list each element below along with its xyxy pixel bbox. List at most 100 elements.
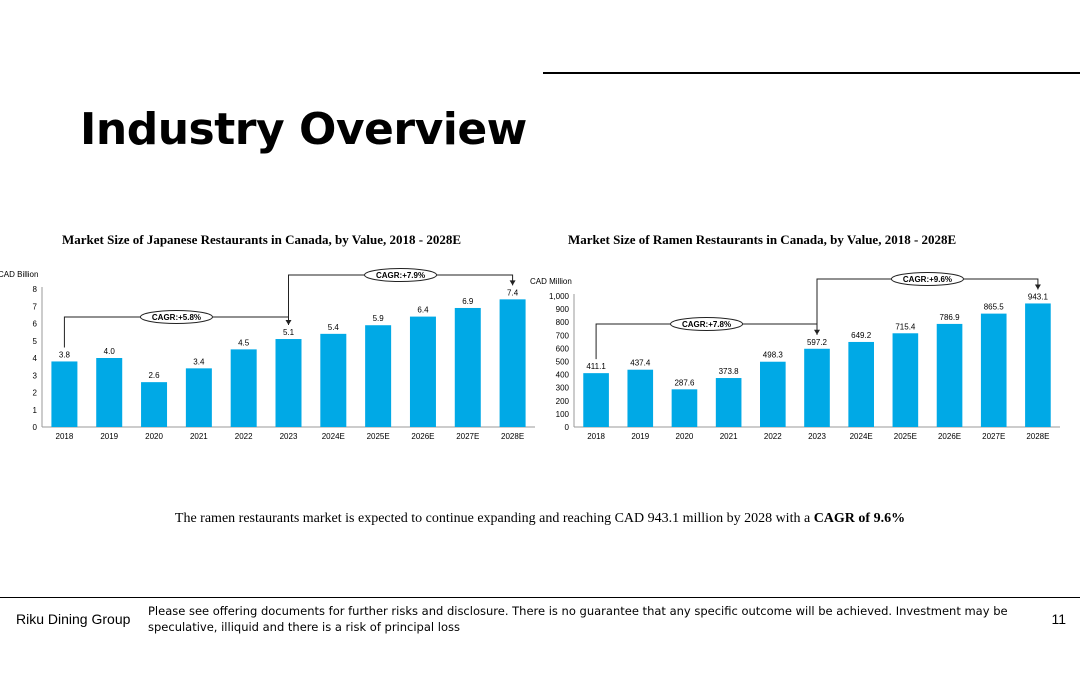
bar-value-label: 7.4: [507, 288, 519, 297]
cagr-badge: [139, 310, 213, 324]
x-tick-label: 2025E: [894, 432, 917, 441]
y-tick-label: 600: [556, 344, 570, 353]
x-tick-label: 2021: [190, 432, 208, 441]
bar: [804, 348, 830, 427]
bar-value-label: 287.6: [674, 378, 695, 387]
bar-value-label: 2.6: [148, 371, 160, 380]
x-tick-label: 2024E: [850, 432, 873, 441]
y-axis-label: CAD Billion: [0, 270, 38, 279]
bar: [320, 333, 347, 427]
x-tick-label: 2023: [280, 432, 298, 441]
cagr-badge: [670, 317, 744, 331]
bar: [230, 349, 257, 427]
y-tick-label: 900: [556, 305, 570, 314]
bar: [980, 313, 1007, 427]
bar: [583, 373, 609, 427]
bar-value-label: 649.2: [851, 331, 872, 340]
x-tick-label: 2027E: [456, 432, 479, 441]
bar-value-label: 411.1: [586, 362, 606, 371]
bar-value-label: 865.5: [984, 303, 1005, 312]
bar-value-label: 943.1: [1028, 292, 1049, 301]
summary-note: The ramen restaurants market is expected…: [0, 511, 1080, 527]
bar-value-label: 498.3: [763, 351, 784, 360]
bar: [627, 369, 654, 427]
bar: [671, 389, 698, 427]
chart-title-japanese: Market Size of Japanese Restaurants in C…: [62, 232, 462, 247]
x-tick-label: 2019: [100, 432, 118, 441]
top-rule: [543, 72, 1080, 74]
y-tick-label: 2: [33, 389, 38, 398]
summary-note-bold: CAGR of 9.6%: [813, 511, 906, 526]
bar-value-label: 5.1: [283, 328, 295, 337]
x-tick-label: 2021: [720, 432, 738, 441]
page-title: Industry Overview: [80, 104, 527, 155]
x-tick-label: 2020: [676, 432, 694, 441]
y-tick-label: 800: [556, 318, 570, 327]
bar-value-label: 5.4: [328, 323, 340, 332]
x-tick-label: 2025E: [367, 432, 390, 441]
bar-value-label: 597.2: [807, 338, 828, 347]
bar: [454, 307, 481, 427]
bar: [936, 323, 963, 427]
cagr-arrowhead: [1034, 284, 1041, 290]
cagr-label: CAGR:+5.8%: [152, 313, 201, 322]
x-tick-label: 2023: [808, 432, 826, 441]
bar: [96, 358, 123, 427]
bar: [185, 368, 212, 427]
cagr-label: CAGR:+9.6%: [903, 275, 952, 284]
y-tick-label: 300: [556, 384, 570, 393]
cagr-badge: [364, 268, 438, 282]
bar-value-label: 3.4: [193, 357, 205, 366]
y-tick-label: 1,000: [549, 292, 570, 301]
y-tick-label: 8: [33, 285, 38, 294]
footer-company: Riku Dining Group: [16, 611, 131, 627]
y-tick-label: 3: [33, 371, 38, 380]
chart-japanese-restaurants: CAD Billion 0 1 2 3 4 5 6 7 8 3.8 2018 4.0 2019 2.6 202…: [0, 268, 535, 441]
cagr-arrowhead: [509, 280, 516, 286]
y-tick-label: 6: [33, 320, 38, 329]
y-tick-label: 0: [33, 423, 38, 432]
chart-ramen-restaurants: CAD Million 0 100 200 300 400 500 600 700 800 900 1…: [530, 272, 1060, 441]
y-tick-label: 700: [556, 331, 570, 340]
bar-value-label: 4.0: [104, 347, 116, 356]
bar: [760, 361, 786, 427]
y-tick-label: 5: [33, 337, 38, 346]
bar-value-label: 715.4: [895, 322, 916, 331]
bar: [141, 382, 168, 427]
cagr-label: CAGR:+7.9%: [376, 271, 425, 280]
y-tick-label: 1: [33, 406, 38, 415]
footer-disclaimer: Please see offering documents for furthe…: [148, 604, 1008, 634]
y-tick-label: 500: [556, 358, 570, 367]
x-tick-label: 2024E: [322, 432, 345, 441]
y-tick-label: 100: [556, 410, 570, 419]
x-tick-label: 2026E: [938, 432, 961, 441]
x-tick-label: 2022: [235, 432, 253, 441]
x-tick-label: 2027E: [982, 432, 1005, 441]
x-tick-label: 2022: [764, 432, 782, 441]
y-tick-label: 4: [33, 354, 38, 363]
y-tick-label: 7: [33, 302, 38, 311]
page-number: 11: [1051, 611, 1066, 627]
y-tick-label: 0: [565, 423, 570, 432]
x-tick-label: 2020: [145, 432, 163, 441]
cagr-label: CAGR:+7.8%: [682, 320, 731, 329]
bar-value-label: 4.5: [238, 338, 250, 347]
bar-value-label: 5.9: [373, 314, 385, 323]
y-axis-label: CAD Million: [530, 277, 572, 286]
bar-value-label: 6.4: [417, 306, 429, 315]
bar: [892, 333, 919, 427]
bar: [365, 325, 392, 427]
bar-value-label: 3.8: [59, 350, 71, 359]
bar-value-label: 373.8: [719, 367, 740, 376]
bar: [1025, 303, 1051, 427]
x-tick-label: 2019: [631, 432, 649, 441]
cagr-badge: [890, 272, 964, 286]
bar: [51, 361, 78, 427]
bar: [409, 316, 436, 427]
y-tick-label: 400: [556, 371, 570, 380]
bar: [848, 341, 874, 427]
x-tick-label: 2028E: [501, 432, 524, 441]
bar-value-label: 437.4: [630, 359, 651, 368]
x-tick-label: 2018: [587, 432, 605, 441]
footer-rule: [0, 597, 1080, 598]
